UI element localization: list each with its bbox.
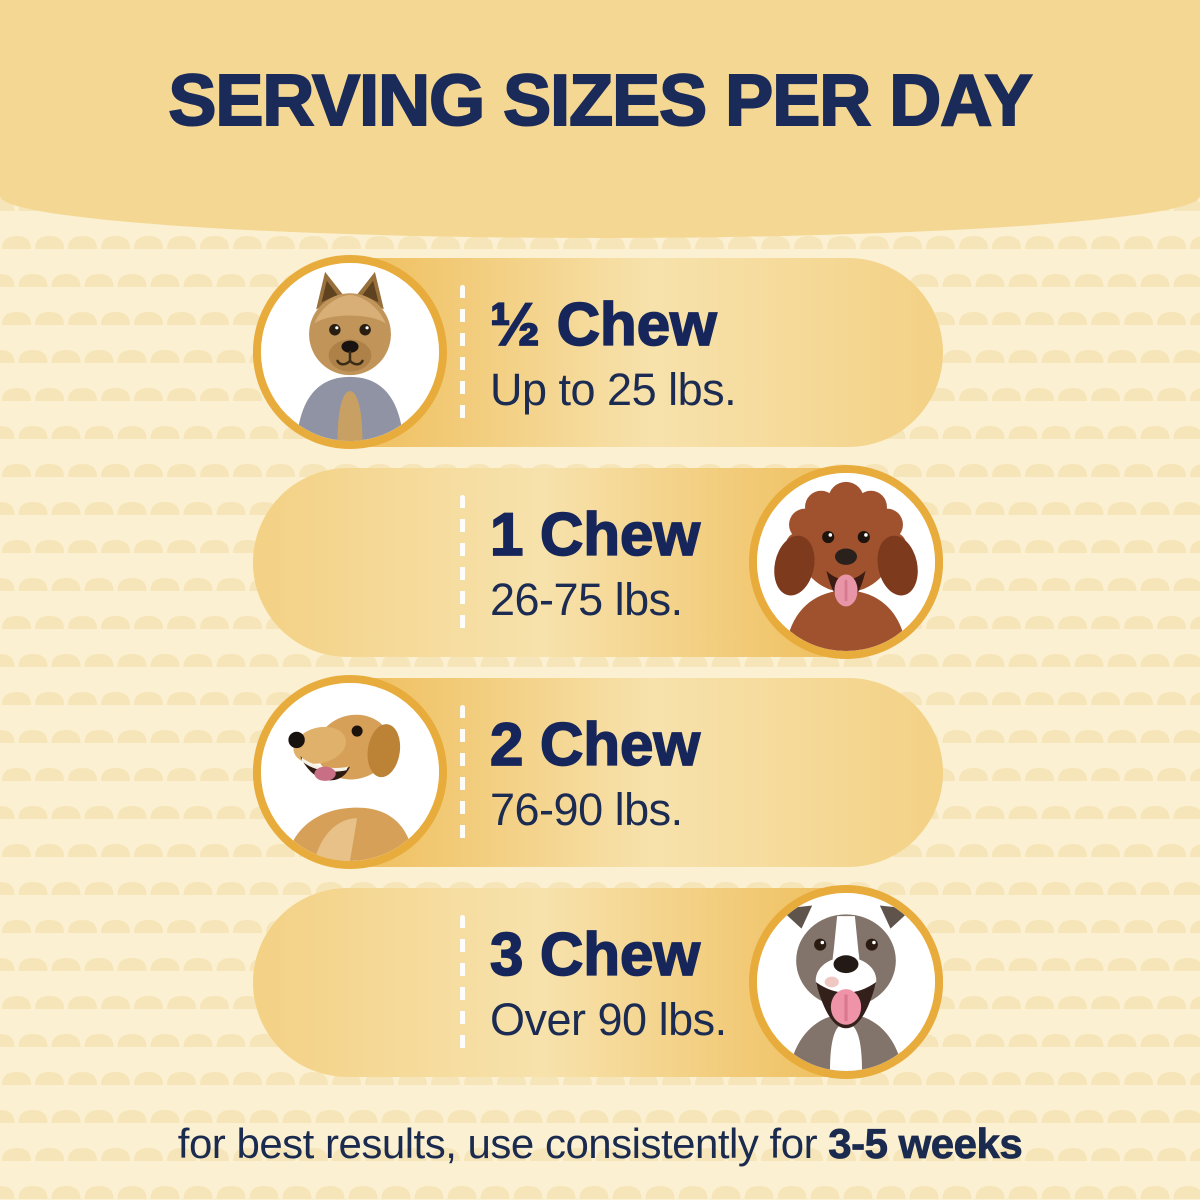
serving-rows: ½ Chew Up to 25 lbs. 1 Chew 26-75 lbs. — [253, 258, 943, 1098]
pitbull-illustration — [757, 893, 935, 1071]
serving-row-half-chew: ½ Chew Up to 25 lbs. — [253, 258, 943, 447]
dog-photo-pitbull — [757, 893, 935, 1071]
serving-row-one-chew: 1 Chew 26-75 lbs. — [253, 468, 943, 657]
header-band: SERVING SIZES PER DAY — [0, 0, 1200, 238]
serving-text: ½ Chew Up to 25 lbs. — [489, 290, 737, 415]
yorkshire-terrier-illustration — [261, 263, 439, 441]
dog-photo-yorkshire-terrier — [261, 263, 439, 441]
dog-photo-golden-retriever — [261, 683, 439, 861]
weight-range: Over 90 lbs. — [490, 993, 727, 1045]
dog-photo-goldendoodle — [757, 473, 935, 651]
serving-text: 2 Chew 76-90 lbs. — [489, 710, 701, 835]
dashed-divider — [460, 705, 465, 840]
chew-amount: 2 Chew — [489, 710, 701, 778]
serving-text: 3 Chew Over 90 lbs. — [489, 920, 727, 1045]
serving-text: 1 Chew 26-75 lbs. — [489, 500, 701, 625]
chew-amount: 1 Chew — [489, 500, 701, 568]
serving-row-three-chew: 3 Chew Over 90 lbs. — [253, 888, 943, 1077]
serving-row-two-chew: 2 Chew 76-90 lbs. — [253, 678, 943, 867]
dashed-divider — [460, 495, 465, 630]
dashed-divider — [460, 285, 465, 420]
chew-amount: 3 Chew — [489, 920, 701, 988]
goldendoodle-illustration — [757, 473, 935, 651]
weight-range: 26-75 lbs. — [490, 573, 683, 625]
weight-range: 76-90 lbs. — [490, 783, 683, 835]
footer-text: for best results, use consistently for — [177, 1120, 829, 1167]
chew-amount: ½ Chew — [489, 290, 717, 358]
dashed-divider — [460, 915, 465, 1050]
footer-note: for best results, use consistently for 3… — [0, 1120, 1200, 1168]
weight-range: Up to 25 lbs. — [490, 363, 737, 415]
footer-duration: 3-5 weeks — [828, 1120, 1023, 1168]
page-title: SERVING SIZES PER DAY — [167, 60, 1033, 142]
golden-retriever-illustration — [261, 683, 439, 861]
